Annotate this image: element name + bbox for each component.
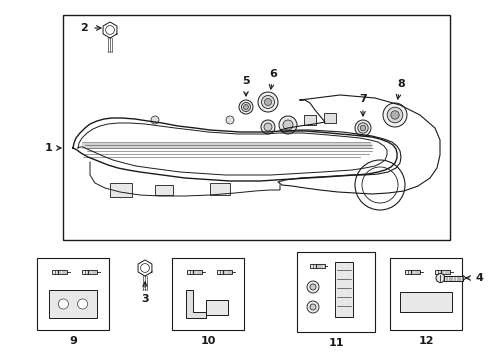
Bar	[193, 270, 202, 274]
Bar	[37, 258, 109, 330]
Bar	[63, 15, 450, 240]
Bar	[52, 270, 58, 274]
Text: 2: 2	[80, 23, 88, 33]
Bar	[155, 185, 173, 195]
Bar	[82, 143, 372, 149]
Circle shape	[355, 120, 371, 136]
Text: 7: 7	[359, 94, 367, 104]
Circle shape	[307, 281, 319, 293]
Bar	[441, 270, 450, 274]
Text: 5: 5	[242, 76, 250, 86]
Bar	[82, 270, 88, 274]
Text: 1: 1	[44, 143, 52, 153]
Bar	[206, 300, 228, 315]
Bar	[444, 275, 463, 280]
Bar	[390, 258, 462, 330]
Circle shape	[283, 120, 293, 130]
Text: 9: 9	[69, 336, 77, 346]
Circle shape	[58, 299, 69, 309]
Text: 10: 10	[200, 336, 216, 346]
Text: 4: 4	[475, 273, 483, 283]
Text: 6: 6	[269, 69, 277, 79]
Polygon shape	[186, 290, 206, 318]
Circle shape	[77, 299, 88, 309]
Bar	[316, 265, 325, 267]
Polygon shape	[463, 275, 466, 280]
Bar	[223, 270, 232, 274]
Circle shape	[265, 99, 271, 105]
Circle shape	[360, 125, 366, 131]
Bar	[335, 262, 353, 317]
Circle shape	[226, 116, 234, 124]
Circle shape	[151, 116, 159, 124]
Circle shape	[383, 103, 407, 127]
Text: 8: 8	[397, 79, 405, 89]
Bar	[187, 270, 193, 274]
Circle shape	[264, 123, 272, 131]
Bar	[217, 270, 223, 274]
Circle shape	[279, 116, 297, 134]
Circle shape	[391, 111, 399, 119]
Bar	[172, 258, 244, 330]
Text: 11: 11	[328, 338, 344, 348]
Circle shape	[307, 301, 319, 313]
Circle shape	[244, 104, 248, 109]
Bar	[88, 270, 98, 274]
Circle shape	[261, 120, 275, 134]
Circle shape	[310, 284, 316, 290]
Circle shape	[258, 92, 278, 112]
Bar	[110, 183, 132, 197]
Text: 3: 3	[141, 294, 149, 304]
Circle shape	[387, 107, 403, 123]
Circle shape	[310, 304, 316, 310]
Bar	[49, 290, 97, 318]
Circle shape	[262, 95, 274, 108]
Ellipse shape	[436, 274, 445, 283]
Bar	[435, 270, 441, 274]
Text: 12: 12	[418, 336, 434, 346]
Bar	[400, 292, 452, 312]
Bar	[297, 252, 375, 332]
Bar	[324, 113, 336, 123]
Circle shape	[242, 103, 250, 112]
Bar	[405, 270, 411, 274]
Bar	[58, 270, 67, 274]
Bar	[411, 270, 420, 274]
Circle shape	[239, 100, 253, 114]
Circle shape	[358, 123, 368, 133]
Bar	[304, 115, 316, 125]
Bar	[310, 264, 316, 268]
Bar	[210, 183, 230, 195]
